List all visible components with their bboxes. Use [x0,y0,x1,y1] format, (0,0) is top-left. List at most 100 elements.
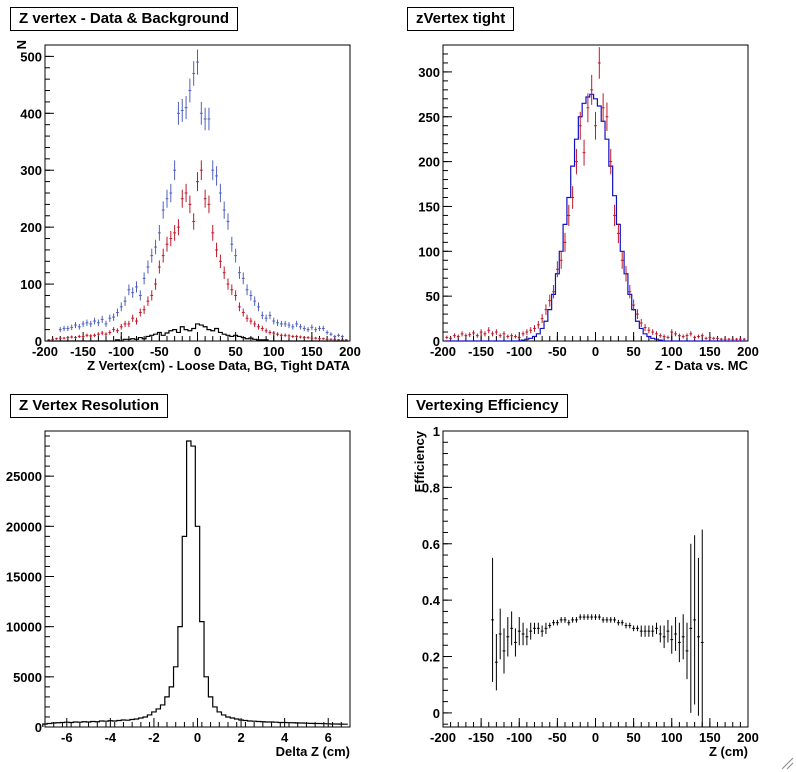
y-tick-label: 0.6 [422,537,440,552]
data-point [131,314,135,322]
data-point [498,608,502,660]
y-tick-label: 20000 [6,519,42,534]
data-point [502,331,506,337]
data-point [238,302,241,312]
data-point [533,622,536,634]
data-point [647,625,651,637]
data-point [146,296,150,306]
data-point [571,186,575,209]
x-tick-label: -150 [468,344,494,359]
data-point [601,93,605,123]
series-delta-z [42,440,348,727]
data-point [157,224,161,241]
data-point [506,334,510,339]
data-point [468,332,472,338]
data-point [138,290,142,301]
data-point [552,285,555,299]
data-point [302,325,306,332]
data-point [253,320,257,328]
data-point [207,107,211,131]
data-point [62,325,66,332]
data-point [483,331,487,337]
data-point [674,331,677,337]
data-point [632,299,636,311]
data-point [693,335,697,340]
x-tick-label: 2 [237,730,244,745]
data-point [693,535,697,705]
x-tick-label: -200 [32,344,58,359]
data-point [306,336,310,339]
data-point [192,61,196,86]
resize-grip-icon[interactable] [780,756,794,770]
data-point [460,331,464,337]
data-point [529,327,533,334]
y-axis-label: N [14,40,29,49]
data-point [329,338,333,341]
chart-p1: -200 -150 -100 -50 0 50 100 150 200 0 100 200 300 400… [14,40,361,373]
data-point [96,319,100,327]
y-tick-label: 15000 [6,569,42,584]
data-point [677,622,681,663]
data-point [605,102,609,131]
series-tight-data [47,160,348,341]
data-point [104,332,108,337]
data-point [93,333,96,338]
data-point [249,317,253,325]
y-tick-label: 150 [418,199,440,214]
data-point [89,334,93,338]
data-point [207,195,211,214]
x-axis-label: Z Vertex(cm) - Loose Data, BG, Tight DAT… [87,358,351,373]
x-tick-label: -150 [70,344,96,359]
data-point [666,335,670,340]
data-point [479,329,483,335]
x-tick-label: 50 [626,730,640,745]
data-point [241,272,245,285]
x-tick-label: 100 [661,730,683,745]
data-point [161,201,165,219]
data-point [165,236,169,252]
x-tick-label: -50 [150,344,169,359]
data-point [253,296,257,306]
data-point [180,189,184,208]
data-point [245,284,249,296]
data-point [510,333,514,338]
data-point [169,230,173,247]
data-point [74,336,77,339]
data-point [226,213,230,230]
x-tick-label: 150 [699,344,721,359]
data-point [154,239,157,255]
x-tick-label: 150 [301,344,323,359]
x-tick-label: 100 [263,344,285,359]
data-point [624,622,628,629]
data-point [689,331,693,337]
data-point [559,251,563,269]
y-tick-label: 300 [20,163,42,178]
data-point [291,334,295,339]
data-point [639,625,643,637]
data-point [184,96,188,120]
series-efficiency [491,529,704,727]
y-tick-label: 0 [433,706,440,721]
data-point [578,111,582,140]
data-point [218,183,222,203]
data-point [146,260,150,274]
data-point [74,322,77,329]
data-point [268,330,272,335]
data-point [510,611,514,646]
data-point [264,314,268,322]
data-point [299,335,302,339]
data-point [291,323,295,330]
data-point [116,328,119,334]
data-point [127,320,131,328]
data-point [112,327,116,333]
series-loose-data [58,49,344,339]
data-point [325,338,329,341]
data-point [234,248,238,263]
x-tick-label: 200 [737,344,759,359]
data-point [533,325,536,332]
x-tick-label: 4 [281,730,289,745]
data-point [700,529,704,727]
data-point [215,166,218,186]
y-tick-label: 200 [20,220,42,235]
x-tick-label: 0 [592,730,599,745]
